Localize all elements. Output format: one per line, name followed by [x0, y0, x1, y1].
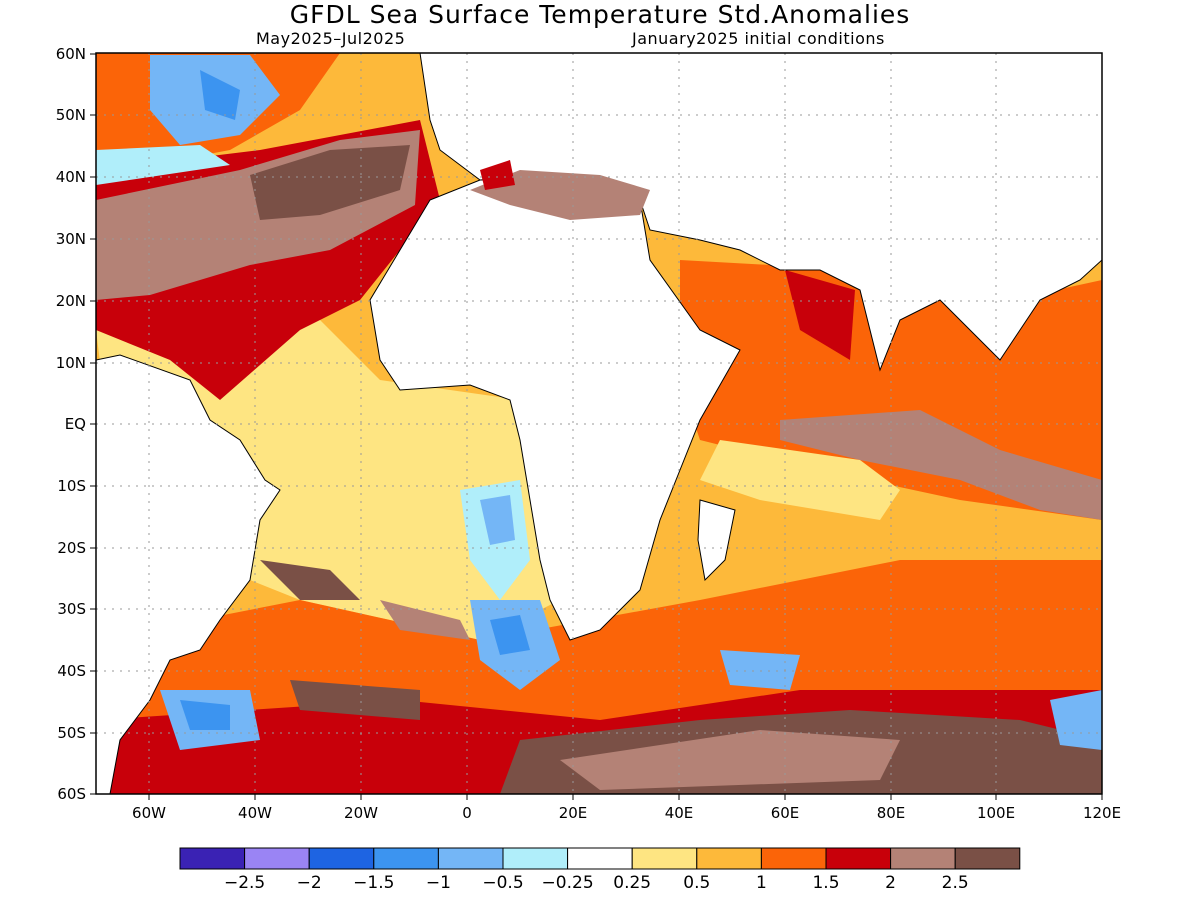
lat-label: 40N: [55, 168, 86, 186]
colorbar-label: −2: [296, 873, 322, 893]
colorbar-swatch: [502, 847, 569, 870]
colorbar-swatch: [308, 847, 375, 870]
lon-label: 120E: [1082, 804, 1122, 822]
colorbar-label: 0.25: [613, 873, 652, 893]
lon-label: 20W: [344, 804, 378, 822]
colorbar-swatch: [760, 847, 827, 870]
colorbar-swatch: [373, 847, 439, 870]
lat-label: 30N: [55, 230, 86, 248]
south-america-landmass: [96, 354, 281, 794]
colorbar-label: −2.5: [223, 873, 266, 893]
colorbar-swatch: [890, 847, 956, 870]
lon-label: 40W: [238, 804, 272, 822]
colorbar-label: −1.5: [353, 873, 395, 893]
indian-ocean-brown-band: [780, 410, 1102, 520]
southern-ocean-brown-patch: [560, 730, 900, 790]
mediterranean-warm-patch: [480, 160, 515, 190]
lat-label: 50N: [55, 106, 86, 124]
benguela-cool-core: [480, 495, 515, 545]
colorbar-label: 2: [885, 873, 897, 893]
lat-label: 60S: [57, 785, 86, 803]
colorbar-label: 2.5: [941, 873, 969, 893]
colorbar-swatch: [825, 847, 892, 870]
colorbar-label: 1.5: [812, 873, 840, 893]
gulf-stream-cool-band: [96, 145, 230, 185]
africa-landmass: [369, 174, 741, 641]
lon-label: 80E: [876, 804, 906, 822]
arabian-sea-patch: [785, 270, 855, 360]
lat-label: 40S: [57, 662, 86, 680]
north-atlantic-dark-patch: [250, 145, 410, 220]
south-atlantic-dark-streak-1: [260, 560, 360, 600]
colorbar-label: −0.5: [482, 873, 524, 893]
colorbar-swatch: [631, 847, 698, 870]
lon-label: 60W: [132, 804, 166, 822]
initial-conditions: January2025 initial conditions: [632, 29, 885, 48]
lat-label: 20S: [57, 539, 86, 557]
south-atlantic-dark-streak-2: [290, 680, 420, 720]
colorbar-label: −0.25: [541, 873, 594, 893]
lat-label: 10S: [57, 477, 86, 495]
colorbar-label: 0.5: [683, 873, 711, 893]
forecast-period: May2025–Jul2025: [256, 29, 406, 48]
lat-label: 30S: [57, 600, 86, 618]
colorbar-label: 1: [755, 873, 767, 893]
nw-atlantic-cool-core: [200, 70, 240, 120]
lat-label: 20N: [55, 292, 86, 310]
colorbar-swatch: [179, 847, 246, 870]
lon-label: 20E: [558, 804, 588, 822]
lat-label: 60N: [55, 45, 86, 63]
colorbar-swatch: [954, 847, 1021, 870]
colorbar-swatch: [437, 847, 504, 870]
sw-atlantic-cool-core: [180, 700, 230, 730]
agulhas-cool-core: [490, 615, 530, 655]
mediterranean-sea: [470, 170, 650, 220]
colorbar-label: −1: [425, 873, 451, 893]
colorbar: [179, 847, 1021, 870]
lon-label: 60E: [770, 804, 800, 822]
south-atlantic-brown-streak-1: [380, 600, 470, 640]
lat-label: EQ: [64, 415, 86, 433]
colorbar-swatch: [696, 847, 762, 870]
se-indian-cool-patch: [1050, 690, 1102, 750]
lon-label: 40E: [664, 804, 694, 822]
colorbar-swatch: [244, 847, 310, 870]
lon-label: 0: [462, 804, 472, 822]
lat-label: 50S: [57, 724, 86, 742]
indian-ocean-warm-patch: [700, 440, 900, 520]
lon-label: 100E: [976, 804, 1016, 822]
lat-label: 10N: [55, 354, 86, 372]
south-indian-cool-patch: [720, 650, 800, 690]
madagascar-landmass: [697, 499, 736, 582]
axis-ticks: [90, 53, 1103, 800]
graticule: [96, 53, 1102, 794]
colorbar-swatch: [567, 847, 633, 870]
map-title: GFDL Sea Surface Temperature Std.Anomali…: [289, 0, 911, 29]
